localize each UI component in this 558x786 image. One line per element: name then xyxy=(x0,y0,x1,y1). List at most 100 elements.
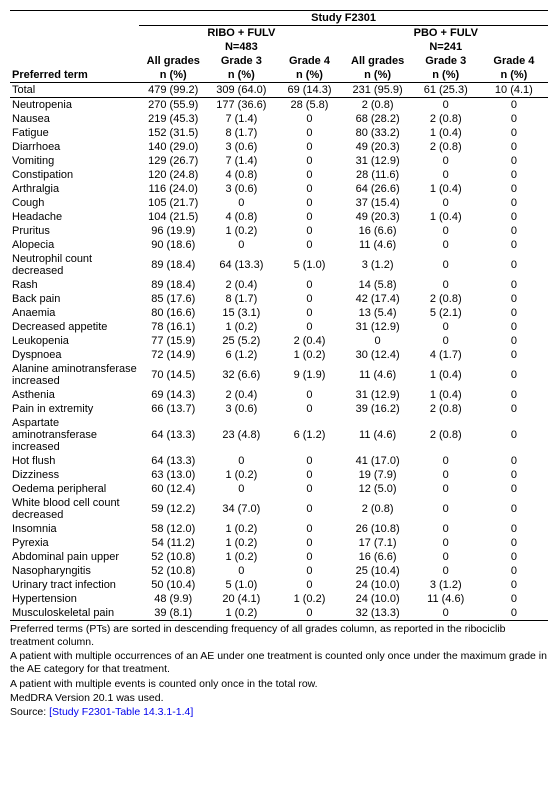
value-cell: 3 (0.6) xyxy=(207,182,275,196)
value-cell: 11 (4.6) xyxy=(412,592,480,606)
arm-pbo: PBO + FULV xyxy=(344,26,548,41)
value-cell: 5 (2.1) xyxy=(412,306,480,320)
value-cell: 42 (17.4) xyxy=(344,292,412,306)
value-cell: 0 xyxy=(480,278,548,292)
value-cell: 0 xyxy=(480,224,548,238)
source-link[interactable]: [Study F2301-Table 14.3.1-1.4] xyxy=(49,706,193,718)
value-cell: 0 xyxy=(480,320,548,334)
value-cell: 0 xyxy=(480,126,548,140)
value-cell: 3 (0.6) xyxy=(207,402,275,416)
table-row: White blood cell count decreased59 (12.2… xyxy=(10,496,548,522)
value-cell: 1 (0.2) xyxy=(207,224,275,238)
preferred-term: Asthenia xyxy=(10,388,139,402)
table-row: Rash89 (18.4)2 (0.4)014 (5.8)00 xyxy=(10,278,548,292)
preferred-term: Neutropenia xyxy=(10,98,139,113)
value-cell: 270 (55.9) xyxy=(139,98,207,113)
table-row: Insomnia58 (12.0)1 (0.2)026 (10.8)00 xyxy=(10,522,548,536)
value-cell: 0 xyxy=(275,578,343,592)
value-cell: 72 (14.9) xyxy=(139,348,207,362)
value-cell: 0 xyxy=(275,468,343,482)
value-cell: 0 xyxy=(480,496,548,522)
value-cell: 0 xyxy=(275,320,343,334)
total-cell: 69 (14.3) xyxy=(275,83,343,98)
value-cell: 0 xyxy=(207,482,275,496)
total-cell: 309 (64.0) xyxy=(207,83,275,98)
col-grade3-1: Grade 3 xyxy=(207,54,275,68)
value-cell: 0 xyxy=(480,578,548,592)
value-cell: 0 xyxy=(275,238,343,252)
value-cell: 2 (0.4) xyxy=(207,388,275,402)
value-cell: 78 (16.1) xyxy=(139,320,207,334)
value-cell: 0 xyxy=(275,168,343,182)
value-cell: 1 (0.2) xyxy=(207,468,275,482)
preferred-term: Urinary tract infection xyxy=(10,578,139,592)
col-preferred-term: Preferred term xyxy=(10,68,139,83)
total-cell: 10 (4.1) xyxy=(480,83,548,98)
col-allgrades-1: All grades xyxy=(139,54,207,68)
value-cell: 0 xyxy=(412,550,480,564)
table-row: Decreased appetite78 (16.1)1 (0.2)031 (1… xyxy=(10,320,548,334)
value-cell: 0 xyxy=(412,320,480,334)
value-cell: 0 xyxy=(480,402,548,416)
value-cell: 0 xyxy=(480,238,548,252)
value-cell: 0 xyxy=(412,196,480,210)
value-cell: 0 xyxy=(275,210,343,224)
value-cell: 24 (10.0) xyxy=(344,592,412,606)
unit-1: n (%) xyxy=(139,68,207,83)
value-cell: 23 (4.8) xyxy=(207,416,275,454)
value-cell: 49 (20.3) xyxy=(344,140,412,154)
value-cell: 0 xyxy=(275,306,343,320)
table-row: Alanine aminotransferase increased70 (14… xyxy=(10,362,548,388)
value-cell: 49 (20.3) xyxy=(344,210,412,224)
value-cell: 0 xyxy=(480,416,548,454)
arm-ribo-n: N=483 xyxy=(207,40,275,54)
value-cell: 0 xyxy=(412,522,480,536)
value-cell: 0 xyxy=(275,112,343,126)
unit-5: n (%) xyxy=(412,68,480,83)
value-cell: 0 xyxy=(275,536,343,550)
value-cell: 0 xyxy=(480,334,548,348)
unit-3: n (%) xyxy=(275,68,343,83)
value-cell: 85 (17.6) xyxy=(139,292,207,306)
table-row: Constipation120 (24.8)4 (0.8)028 (11.6)0… xyxy=(10,168,548,182)
value-cell: 0 xyxy=(275,482,343,496)
value-cell: 0 xyxy=(480,550,548,564)
value-cell: 0 xyxy=(480,536,548,550)
value-cell: 0 xyxy=(275,564,343,578)
value-cell: 4 (0.8) xyxy=(207,210,275,224)
total-label: Total xyxy=(10,83,139,98)
value-cell: 70 (14.5) xyxy=(139,362,207,388)
preferred-term: Constipation xyxy=(10,168,139,182)
table-row: Dizziness63 (13.0)1 (0.2)019 (7.9)00 xyxy=(10,468,548,482)
value-cell: 0 xyxy=(412,238,480,252)
value-cell: 1 (0.2) xyxy=(275,592,343,606)
table-row: Vomiting129 (26.7)7 (1.4)031 (12.9)00 xyxy=(10,154,548,168)
table-row: Alopecia90 (18.6)0011 (4.6)00 xyxy=(10,238,548,252)
table-row: Pruritus96 (19.9)1 (0.2)016 (6.6)00 xyxy=(10,224,548,238)
preferred-term: Vomiting xyxy=(10,154,139,168)
table-row: Pain in extremity66 (13.7)3 (0.6)039 (16… xyxy=(10,402,548,416)
total-cell: 61 (25.3) xyxy=(412,83,480,98)
value-cell: 64 (13.3) xyxy=(139,454,207,468)
value-cell: 13 (5.4) xyxy=(344,306,412,320)
value-cell: 31 (12.9) xyxy=(344,388,412,402)
value-cell: 104 (21.5) xyxy=(139,210,207,224)
value-cell: 5 (1.0) xyxy=(275,252,343,278)
table-row: Arthralgia116 (24.0)3 (0.6)064 (26.6)1 (… xyxy=(10,182,548,196)
value-cell: 8 (1.7) xyxy=(207,292,275,306)
value-cell: 0 xyxy=(480,196,548,210)
preferred-term: Rash xyxy=(10,278,139,292)
ae-table: Study F2301 RIBO + FULV PBO + FULV N=483… xyxy=(10,10,548,621)
value-cell: 30 (12.4) xyxy=(344,348,412,362)
preferred-term: Pain in extremity xyxy=(10,402,139,416)
value-cell: 0 xyxy=(412,496,480,522)
value-cell: 5 (1.0) xyxy=(207,578,275,592)
table-row: Neutrophil count decreased89 (18.4)64 (1… xyxy=(10,252,548,278)
value-cell: 0 xyxy=(412,468,480,482)
value-cell: 1 (0.4) xyxy=(412,362,480,388)
value-cell: 0 xyxy=(275,496,343,522)
value-cell: 15 (3.1) xyxy=(207,306,275,320)
value-cell: 7 (1.4) xyxy=(207,154,275,168)
value-cell: 28 (11.6) xyxy=(344,168,412,182)
value-cell: 0 xyxy=(412,224,480,238)
